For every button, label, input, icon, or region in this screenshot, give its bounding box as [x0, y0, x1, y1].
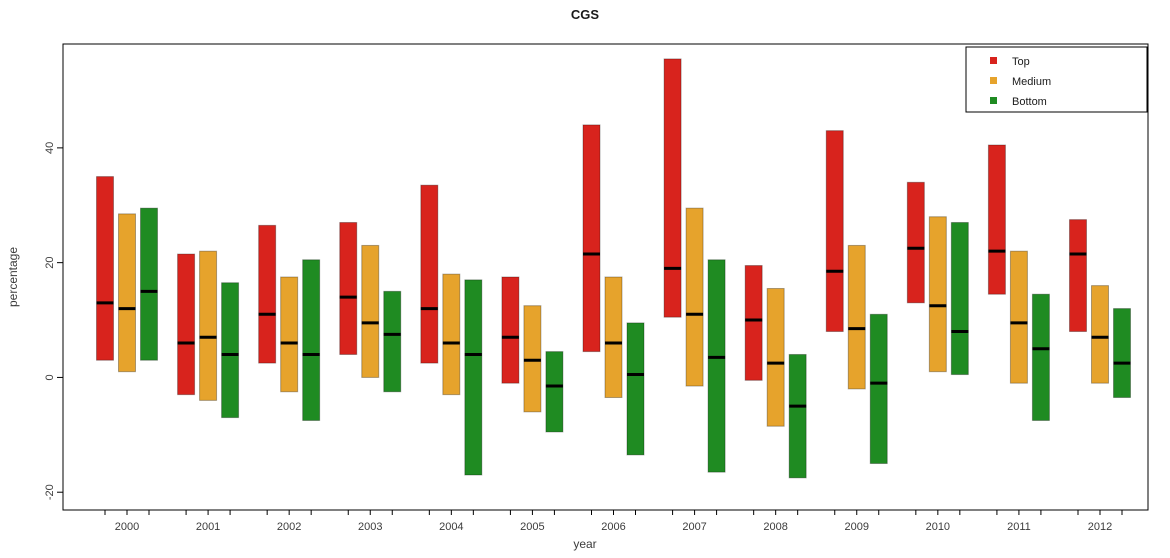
bar-top-2001 [177, 253, 196, 396]
bar-medium-2000 [118, 213, 136, 373]
bar-bottom-2003 [383, 290, 402, 393]
bar-top-2003 [339, 221, 358, 355]
x-tick-label: 2008 [763, 521, 787, 533]
bar-bottom-2002 [302, 259, 321, 421]
legend-swatch-medium [990, 77, 997, 84]
y-tick-label: 0 [44, 374, 56, 380]
bar-top-2012 [1069, 219, 1087, 333]
x-tick-label: 2000 [115, 521, 139, 533]
bar-top-2007 [663, 58, 682, 318]
x-tick-label: 2003 [358, 521, 382, 533]
legend-label-bottom: Bottom [1012, 96, 1047, 108]
x-tick-label: 2002 [277, 521, 301, 533]
bar-medium-2002 [280, 276, 299, 393]
bar-bottom-2010 [950, 221, 969, 376]
x-tick-label: 2005 [520, 521, 544, 533]
bar-medium-2010 [928, 216, 947, 373]
plot-border [62, 43, 1149, 511]
chart-title: CGS [570, 7, 600, 22]
x-tick-label: 2007 [682, 521, 706, 533]
bar-bottom-2000 [140, 207, 158, 361]
x-tick-label: 2010 [926, 521, 950, 533]
bar-medium-2007 [685, 207, 704, 387]
bar-top-2002 [258, 224, 277, 364]
bar-medium-2011 [1009, 250, 1028, 384]
bar-medium-2003 [361, 244, 380, 378]
bar-bottom-2011 [1031, 293, 1050, 421]
x-tick-label: 2011 [1007, 521, 1031, 533]
bar-top-2005 [501, 276, 520, 384]
x-tick-label: 2004 [439, 521, 463, 533]
x-tick-label: 2001 [196, 521, 220, 533]
x-axis-label: year [573, 537, 597, 551]
legend-swatch-top [990, 57, 997, 64]
legend-label-medium: Medium [1012, 76, 1051, 88]
x-tick-label: 2006 [601, 521, 625, 533]
bar-medium-2004 [442, 273, 461, 396]
bar-bottom-2001 [221, 282, 240, 419]
bar-top-2010 [906, 181, 925, 304]
bar-top-2006 [582, 124, 601, 353]
bar-bottom-2004 [464, 279, 483, 476]
bar-top-2011 [987, 144, 1006, 295]
x-tick-label: 2012 [1088, 521, 1112, 533]
bar-bottom-2005 [545, 351, 564, 433]
bar-top-2009 [825, 130, 844, 333]
y-tick-label: 40 [44, 142, 56, 154]
bar-medium-2001 [199, 250, 218, 401]
legend-label-top: Top [1012, 56, 1030, 68]
bar-top-2004 [420, 184, 439, 364]
y-axis-label: percentage [6, 246, 20, 308]
y-tick-label: -20 [44, 484, 56, 500]
bar-medium-2008 [766, 287, 785, 427]
bar-bottom-2008 [788, 353, 807, 479]
bar-bottom-2012 [1113, 308, 1131, 399]
y-tick-label: 20 [44, 257, 56, 269]
bar-medium-2006 [604, 276, 623, 399]
bar-bottom-2006 [626, 322, 645, 456]
bar-bottom-2007 [707, 259, 726, 473]
bar-bottom-2009 [869, 313, 888, 465]
bar-medium-2009 [847, 244, 866, 390]
bar-top-2000 [96, 176, 114, 361]
bar-medium-2012 [1091, 285, 1109, 384]
legend-swatch-bottom [990, 97, 997, 104]
x-tick-label: 2009 [845, 521, 869, 533]
bar-top-2008 [744, 265, 763, 381]
